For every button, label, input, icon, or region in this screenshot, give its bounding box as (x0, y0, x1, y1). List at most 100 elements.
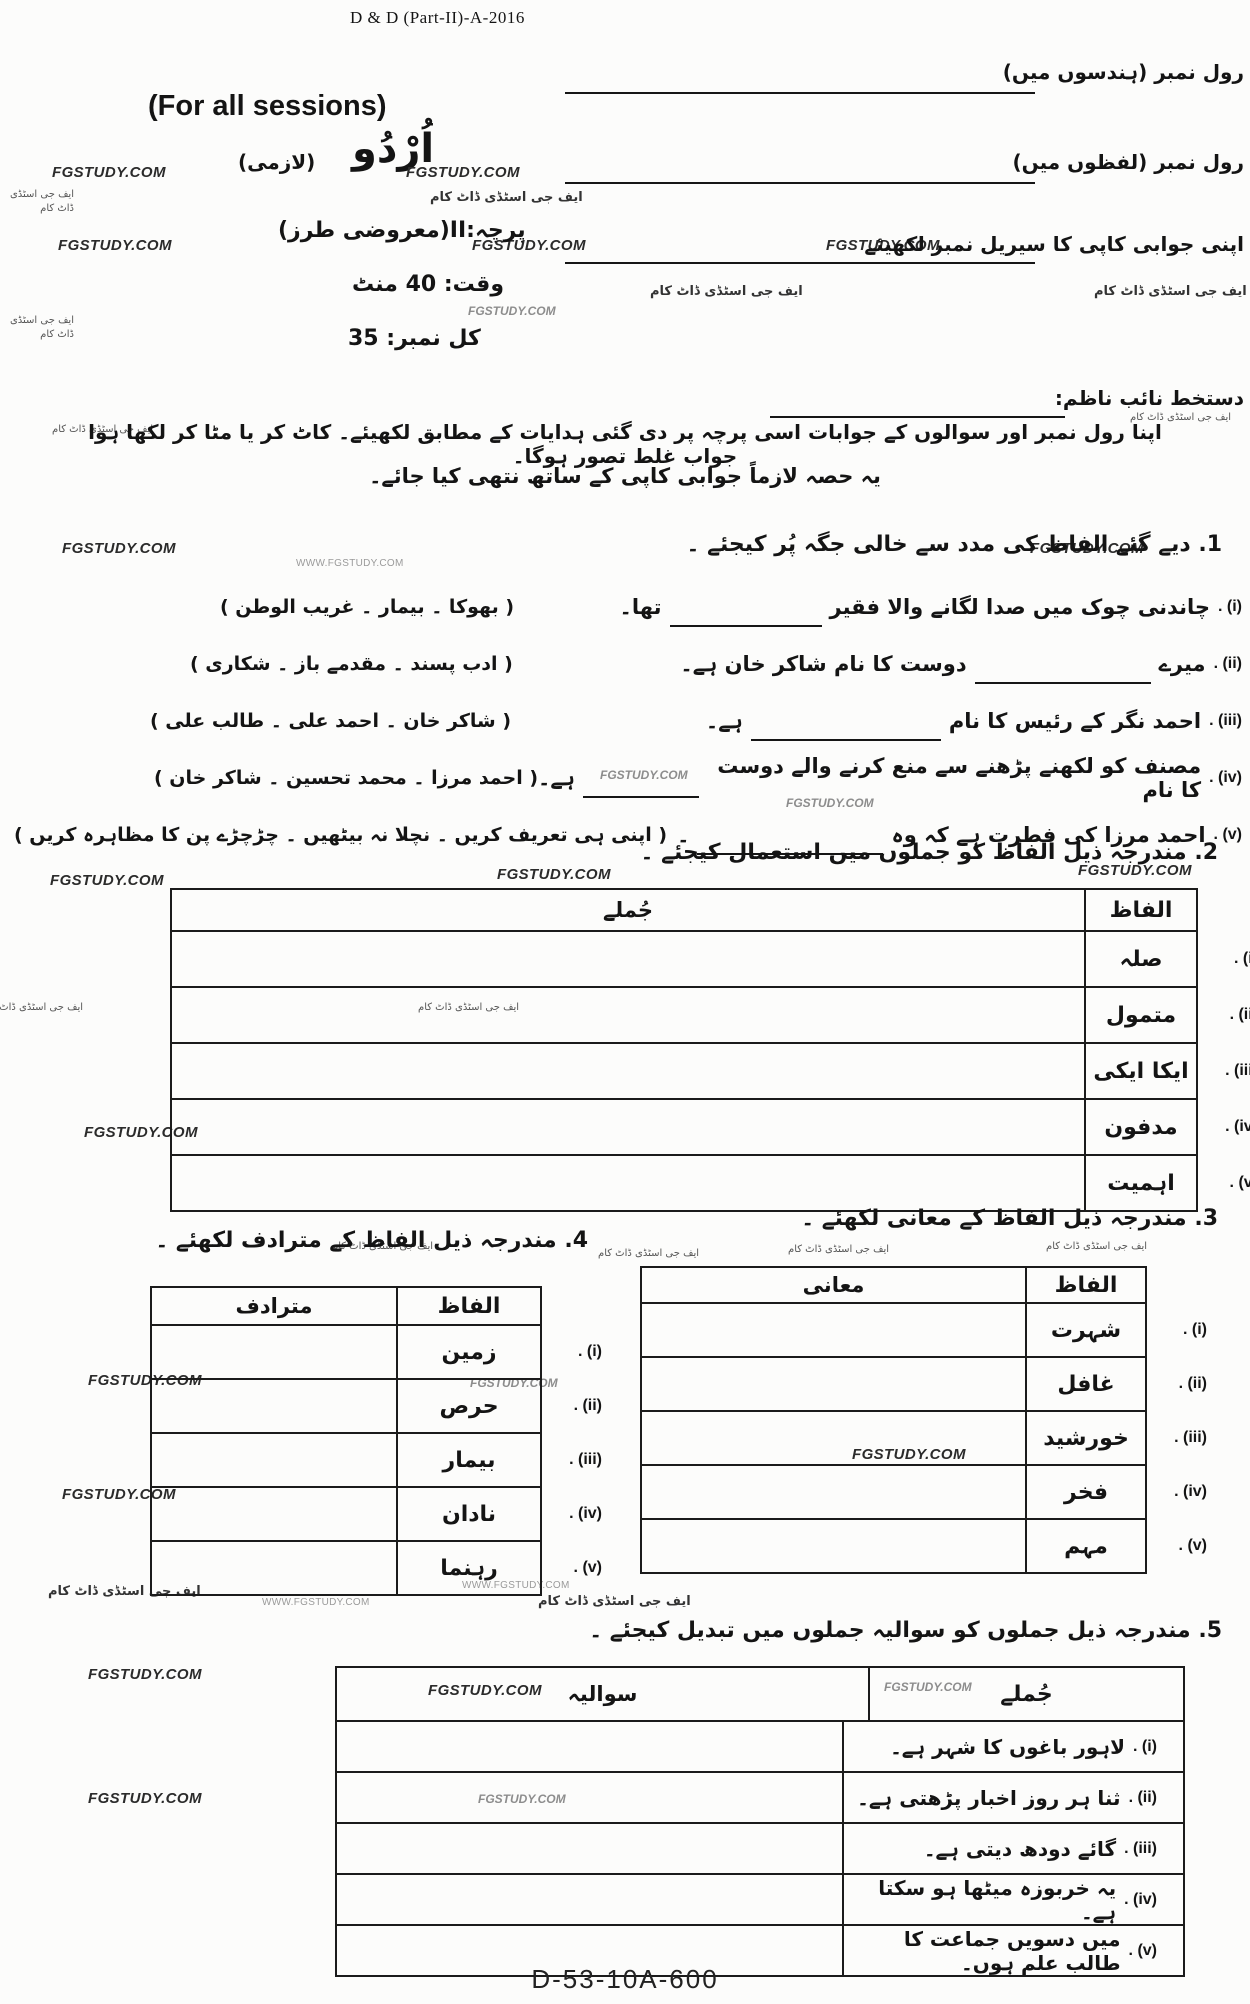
paper-number-line: پرچہ:II(معروضی طرز) (278, 218, 526, 243)
table-header-row: جُملے سوالیہ (337, 1668, 1183, 1720)
item-word-options: ( اپنی ہی تعریف کریں ۔ نچلا نہ بیٹھیں ۔ … (14, 823, 668, 846)
item-word-options: ( احمد مرزا ۔ محمد تحسین ۔ شاکر خان ) (154, 766, 539, 789)
answer-cell-blank (642, 1358, 1025, 1410)
watermark-fgstudy-urdu: ایف جی اسٹڈی ڈاٹ کام (0, 1002, 84, 1013)
table-row: فخر (iv) (642, 1464, 1207, 1518)
paper-code: D & D (Part-II)-A-2016 (350, 8, 525, 27)
question-5-table: جُملے سوالیہ (i) لاہور باغوں کا شہر ہے۔ (… (335, 1666, 1185, 1977)
question-3-rows: شہرت (i) غافل (ii) خورشید (iii) (642, 1302, 1207, 1572)
answer-cell-blank (337, 1824, 842, 1873)
word-cell: نادان (396, 1488, 540, 1540)
table-row: (iii) گائے دودھ دیتی ہے۔ (337, 1822, 1183, 1873)
row-number: (iii) (1174, 1429, 1207, 1447)
answer-cell-blank (152, 1326, 396, 1378)
question-2-heading: 2. مندرجہ ذیل الفاظ کو جملوں میں استعمال… (640, 840, 1218, 865)
word-cell: بیمار (396, 1434, 540, 1486)
row-number: (i) (578, 1343, 602, 1361)
print-code: D-53-10A-600 (531, 1964, 719, 1994)
column-header-interrogative: سوالیہ (567, 1682, 638, 1706)
row-number: (v) (1129, 1942, 1157, 1960)
question-2-rows: صلہ (i) متمول (ii) ایکا ایکی (iii) (172, 930, 1250, 1210)
answer-cell-blank (172, 1156, 1084, 1210)
column-header-sentences: جُملے (868, 1668, 1183, 1720)
column-header-words: الفاظ (1025, 1268, 1145, 1302)
column-header-synonyms: مترادف (235, 1294, 313, 1318)
answer-blank-line (582, 776, 699, 798)
word-cell: رہنما (396, 1542, 540, 1594)
answer-blank-line (669, 605, 822, 627)
answer-cell-blank (172, 988, 1084, 1042)
item-text-after-blank: تھا۔ (619, 594, 662, 619)
item-word-options: ( بھوکا ۔ بیمار ۔ غریب الوطن ) (220, 595, 515, 618)
sentence-text: میں دسویں جماعت کا طالب علم ہوں۔ (903, 1926, 1121, 1975)
watermark-fgstudy: FGSTUDY.COM (50, 872, 164, 889)
word-cell: خورشید (1025, 1412, 1145, 1464)
item-number: (iv) (1209, 769, 1242, 787)
table-row: خورشید (iii) (642, 1410, 1207, 1464)
watermark-fgstudy: FGSTUDY.COM (62, 540, 176, 557)
item-number: (v) (1214, 826, 1242, 844)
table-row: حرص (ii) (152, 1378, 602, 1432)
answer-cell-blank (152, 1434, 396, 1486)
table-row: اہمیت (v) (172, 1154, 1250, 1210)
table-row: مدفون (iv) (172, 1098, 1250, 1154)
question-3-table: الفاظ معانی شہرت (i) غافل (ii) خورشید (640, 1266, 1207, 1574)
word-cell: مدفون (1084, 1100, 1196, 1154)
sessions-note: (For all sessions) (148, 90, 387, 122)
item-text-after-blank: ہے۔ (705, 708, 743, 733)
watermark-fgstudy-urdu: ایف جی اسٹڈی ڈاٹ کام (538, 1594, 691, 1609)
item-word-options: ( شاکر خان ۔ احمد علی ۔ طالب علی ) (150, 709, 512, 732)
question-5-heading: 5. مندرجہ ذیل جملوں کو سوالیہ جملوں میں … (589, 1618, 1222, 1643)
supervisor-signature-label: دستخط نائب ناظم: (1054, 386, 1244, 410)
watermark-fgstudy: FGSTUDY.COM (52, 164, 166, 181)
table-row: غافل (ii) (642, 1356, 1207, 1410)
word-cell: فخر (1025, 1466, 1145, 1518)
watermark-fgstudy-urdu: ایف جی اسٹڈی ڈاٹ کام (1046, 1241, 1148, 1252)
item-number: (iii) (1209, 712, 1242, 730)
row-number: (v) (574, 1559, 602, 1577)
answer-cell-blank (642, 1520, 1025, 1572)
watermark-fgstudy-www: WWW.FGSTUDY.COM (296, 558, 404, 569)
instruction-line-1: اپنا رول نمبر اور سوالوں کے جوابات اسی پ… (88, 420, 1162, 468)
answer-cell-blank (152, 1380, 396, 1432)
answer-cell-blank (337, 1722, 842, 1771)
answer-cell-blank (172, 932, 1084, 986)
sentence-cell: (iii) گائے دودھ دیتی ہے۔ (842, 1824, 1183, 1873)
answer-cell-blank (152, 1542, 396, 1594)
word-cell: حرص (396, 1380, 540, 1432)
watermark-fgstudy: FGSTUDY.COM (88, 1790, 202, 1807)
row-number: (iv) (1124, 1891, 1157, 1909)
table-header-row: الفاظ معانی (642, 1268, 1145, 1302)
item-text-before-blank: مصنف کو لکھنے پڑھنے سے منع کرنے والے دوس… (717, 753, 1202, 802)
answer-blank-line (974, 662, 1151, 684)
roll-number-words-blank-line (565, 182, 1035, 184)
answer-cell-blank (642, 1466, 1025, 1518)
item-word-options: ( ادب پسند ۔ مقدمے باز ۔ شکاری ) (190, 652, 513, 675)
time-allowed: وقت: 40 منٹ (352, 272, 505, 297)
watermark-fgstudy-www: WWW.FGSTUDY.COM (262, 1597, 370, 1608)
row-number: (iv) (569, 1505, 602, 1523)
watermark-fgstudy: FGSTUDY.COM (58, 237, 172, 254)
table-row: زمین (i) (152, 1324, 602, 1378)
watermark-fgstudy-urdu: ایف جی اسٹڈی ڈاٹ کام (788, 1244, 890, 1255)
row-number: (ii) (1179, 1375, 1207, 1393)
row-number: (iv) (1174, 1483, 1207, 1501)
row-number: (iv) (1225, 1118, 1250, 1136)
word-cell: مہم (1025, 1520, 1145, 1572)
answer-blank-line (697, 833, 884, 855)
total-marks: کل نمبر: 35 (348, 326, 481, 351)
question-4-heading: 4. مندرجہ ذیل الفاظ کے مترادف لکھئے ۔ (155, 1228, 588, 1253)
table-row: ایکا ایکی (iii) (172, 1042, 1250, 1098)
sentence-cell: (v) میں دسویں جماعت کا طالب علم ہوں۔ (842, 1926, 1183, 1975)
column-header-sentences: جُملے (602, 898, 654, 922)
watermark-fgstudy: FGSTUDY.COM (468, 304, 556, 318)
item-number: (ii) (1214, 655, 1242, 673)
sentence-text: ثنا ہر روز اخبار پڑھتی ہے۔ (857, 1785, 1121, 1810)
item-text-before-blank: چاندنی چوک میں صدا لگانے والا فقیر (829, 594, 1211, 619)
sentence-cell: (i) لاہور باغوں کا شہر ہے۔ (842, 1722, 1183, 1771)
table-row: شہرت (i) (642, 1302, 1207, 1356)
row-number: (v) (1179, 1537, 1207, 1555)
watermark-fgstudy-urdu: ایف جی اسٹڈی ڈاٹ کام (9, 189, 74, 214)
item-text-after-blank: ہے۔ (538, 765, 575, 790)
